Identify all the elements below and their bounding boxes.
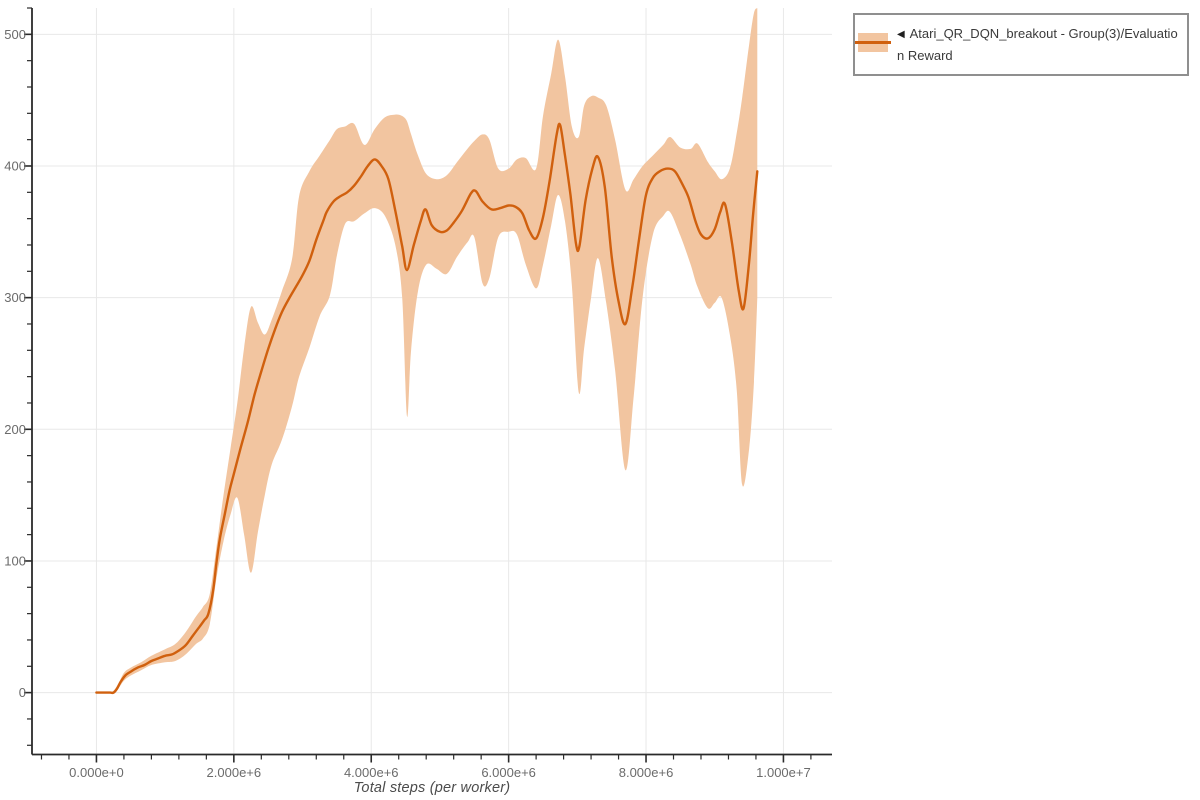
collapse-arrow-icon: ◀ xyxy=(897,29,905,40)
y-tick-label: 100 xyxy=(4,553,26,568)
legend-entry[interactable]: ◀ Atari_QR_DQN_breakout - Group(3)/Evalu… xyxy=(855,15,1187,74)
legend-swatch-line xyxy=(855,41,891,44)
x-tick-labels: 0.000e+0 2.000e+6 4.000e+6 6.000e+6 8.000e+6… xyxy=(69,765,811,780)
x-tick-label: 1.000e+7 xyxy=(756,765,811,780)
y-tick-label: 500 xyxy=(4,27,26,42)
confidence-band xyxy=(96,8,758,694)
legend-label-text: Atari_QR_DQN_breakout - Group(3)/Evaluat… xyxy=(897,26,1178,63)
axes xyxy=(24,7,832,763)
x-tick-label: 2.000e+6 xyxy=(207,765,262,780)
mean-reward-line xyxy=(95,122,759,695)
legend: ◀ Atari_QR_DQN_breakout - Group(3)/Evalu… xyxy=(853,13,1189,76)
x-tick-label: 6.000e+6 xyxy=(481,765,536,780)
x-tick-label: 0.000e+0 xyxy=(69,765,124,780)
x-axis-title: Total steps (per worker) xyxy=(353,780,511,796)
legend-label: ◀ Atari_QR_DQN_breakout - Group(3)/Evalu… xyxy=(897,24,1181,65)
gridlines xyxy=(32,8,832,755)
x-tick-label: 8.000e+6 xyxy=(619,765,674,780)
y-tick-label: 200 xyxy=(4,422,26,437)
y-tick-label: 0 xyxy=(19,685,26,700)
x-tick-label: 4.000e+6 xyxy=(344,765,399,780)
legend-swatch-band xyxy=(855,33,891,52)
y-tick-labels: 0 100 200 300 400 500 xyxy=(4,27,26,700)
y-tick-label: 400 xyxy=(4,158,26,173)
y-tick-label: 300 xyxy=(4,290,26,305)
